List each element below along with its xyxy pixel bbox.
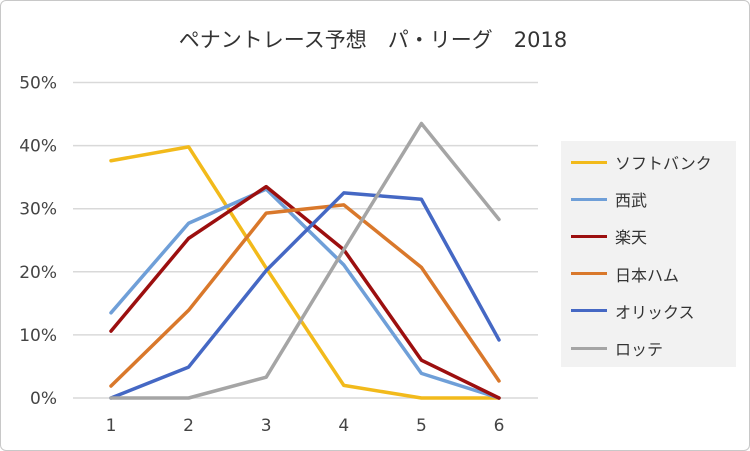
series-line [109, 187, 501, 400]
x-tick-label: 6 [494, 416, 505, 436]
legend-label: 楽天 [615, 228, 648, 248]
legend-swatch [571, 160, 607, 164]
legend-swatch [571, 197, 607, 201]
legend-label: 西武 [615, 191, 648, 211]
x-tick-label: 1 [106, 416, 117, 436]
legend-swatch [571, 309, 607, 313]
legend: ソフトバンク 西武楽天日本ハムオリックスロッテ [561, 141, 736, 367]
y-tick-label: 30% [19, 200, 57, 220]
legend-item: 日本ハム [571, 264, 680, 285]
legend-item: オリックス [571, 301, 695, 322]
y-tick-label: 0% [30, 389, 57, 409]
y-tick-label: 50% [19, 74, 57, 94]
x-tick-label: 5 [416, 416, 427, 436]
y-tick-label: 40% [19, 137, 57, 157]
series-line [109, 121, 501, 400]
y-tick-label: 20% [19, 263, 57, 283]
legend-swatch [571, 272, 607, 276]
legend-item: ロッテ [571, 338, 664, 359]
series-line [109, 191, 501, 400]
series-line [109, 184, 501, 400]
legend-item: ソフトバンク [571, 152, 712, 173]
legend-swatch [571, 346, 607, 350]
legend-swatch [571, 234, 607, 238]
legend-item: 楽天 [571, 226, 648, 248]
legend-label: ロッテ [615, 340, 664, 359]
series-3 [109, 184, 501, 400]
x-tick-label: 2 [183, 416, 194, 436]
legend-item: 西武 [571, 189, 648, 211]
series-5 [109, 191, 501, 400]
series-4 [109, 203, 501, 388]
legend-label: ソフトバンク [615, 154, 712, 173]
legend-label: オリックス [615, 302, 695, 322]
x-tick-label: 3 [261, 416, 272, 436]
series-2 [109, 187, 501, 400]
y-tick-label: 10% [19, 326, 57, 346]
series-line [109, 145, 501, 400]
chart-title: ペナントレース予想 パ・リーグ 2018 [179, 28, 567, 52]
legend-label: 日本ハム [615, 265, 680, 285]
series-line [109, 203, 501, 388]
series-6 [109, 121, 501, 400]
x-tick-label: 4 [338, 416, 349, 436]
